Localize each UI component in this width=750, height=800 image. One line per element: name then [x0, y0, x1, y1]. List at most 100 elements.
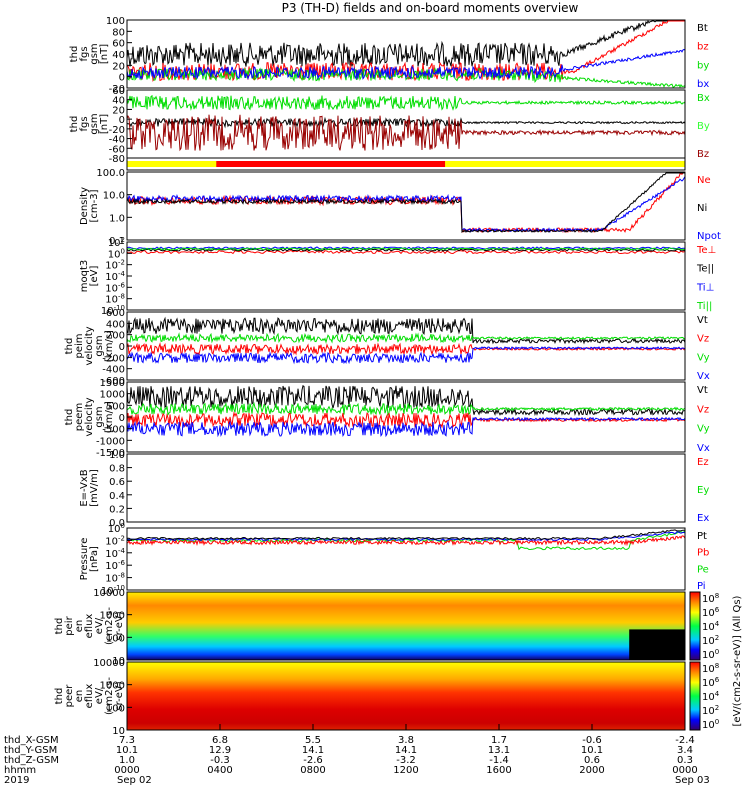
ytick-label: -1500: [96, 448, 125, 459]
ylabel-line: gsm: [89, 113, 100, 134]
ylabel-line: (cm2-s-: [104, 677, 115, 715]
series-ni: [126, 172, 685, 234]
colorbar-tick: 106: [702, 676, 720, 689]
ylabel-line: [mV/m]: [89, 469, 100, 507]
ylabel-line: eV/: [94, 617, 105, 634]
ylabel-line: (cm2-s-: [104, 607, 115, 645]
ylabel-line: peim: [74, 333, 85, 358]
xtick-label: 1600: [486, 765, 511, 776]
xtick-label: 10.1: [116, 745, 138, 756]
xtick-label: 5.5: [305, 735, 321, 746]
ytick-label: 10-2: [105, 259, 125, 272]
colorbar-tick: 102: [702, 704, 719, 717]
xtick-label: Sep 03: [675, 775, 710, 786]
ytick-label: 10-2: [105, 534, 125, 547]
xtick-label: 1.0: [119, 755, 135, 766]
colorbar-label: [eV/(cm2-s-sr-eV)] (All Qs): [732, 595, 743, 726]
ytick-label: 10000: [93, 658, 125, 669]
ytick-label: 1000: [100, 681, 125, 692]
series-bx: [126, 48, 686, 81]
xaxis-row-label: 2019: [4, 775, 29, 786]
legend-density-1: Ni: [697, 203, 707, 214]
ylabel-line: peir: [64, 615, 75, 635]
x-axis-labels: thd_X-GSMthd_Y-GSMthd_Z-GSMhhmm20197.310…: [4, 724, 710, 786]
legend-pressure-2: Pe: [697, 564, 709, 575]
legend-peem-2: Vy: [697, 424, 710, 435]
ytick-label: 10-6: [105, 281, 125, 294]
ylabel-line: [eV]: [89, 266, 100, 287]
ylabel-line: en: [74, 690, 85, 703]
legend-efield-2: Ex: [697, 513, 709, 524]
panel-fgs1-data: [126, 19, 686, 89]
xaxis-row-label: hhmm: [4, 765, 36, 776]
series-vx: [126, 346, 686, 365]
ylabel-line: fgs: [79, 46, 90, 61]
xtick-label: -3.2: [396, 755, 416, 766]
legend-fgs1-1: bz: [697, 42, 709, 53]
ylabel-line: thd: [64, 338, 75, 355]
ylabel-line: thd: [54, 688, 65, 705]
xtick-label: 1200: [393, 765, 418, 776]
series-vx: [126, 416, 686, 438]
panel-density-frame: [126, 171, 686, 241]
colorbar-tick: 104: [702, 690, 720, 703]
legend-pressure-3: Pi: [697, 581, 706, 592]
ytick-label: 100: [106, 16, 125, 27]
panel-temp-data: [126, 246, 686, 255]
ytick-label: -60: [109, 144, 125, 155]
xtick-label: 10.1: [581, 745, 603, 756]
spectrogram-gap: [629, 629, 685, 660]
ytick-label: -200: [102, 353, 125, 364]
series-bz: [126, 20, 685, 83]
xtick-label: 2000: [579, 765, 604, 776]
series-vt: [126, 385, 686, 417]
ylabel-line: gsm: [89, 43, 100, 64]
ytick-label: -80: [109, 154, 125, 165]
ytick-label: 1500: [100, 378, 125, 389]
ytick-label: -400: [102, 365, 125, 376]
ylabel-line: peem: [74, 403, 85, 431]
xtick-label: 14.1: [302, 745, 324, 756]
panel-peir-data: [127, 592, 685, 660]
ytick-label: 10-8: [105, 572, 125, 585]
legend-fgs2-2: Bz: [697, 149, 709, 160]
ylabel-line: [km/s]: [104, 330, 115, 362]
series-vt: [126, 316, 686, 345]
series-bz: [126, 114, 686, 152]
colorbar-peir: [689, 591, 701, 661]
spectrogram-peir: [127, 592, 685, 660]
panel-efield-frame: [126, 453, 686, 523]
xtick-label: Sep 02: [117, 775, 152, 786]
xtick-label: 12.9: [209, 745, 231, 756]
ylabel-line: [nPa]: [89, 546, 100, 572]
panel-peim-data: [126, 316, 686, 365]
colorbar-tick: 108: [702, 592, 719, 605]
ytick-label: 100: [108, 247, 125, 260]
ytick-label: 100: [106, 633, 125, 644]
legend-peim-1: Vz: [697, 334, 709, 345]
xtick-label: 0.3: [677, 755, 693, 766]
ytick-label: 10-10: [101, 304, 125, 317]
ytick-label: 100: [106, 703, 125, 714]
ylabel-line: gsm: [94, 406, 105, 427]
ylabel-line: [nT]: [99, 114, 110, 134]
panel-peem-frame: [126, 381, 686, 453]
ytick-label: 0.0: [109, 518, 125, 529]
xtick-label: 0.6: [584, 755, 600, 766]
ytick-label: 40: [112, 96, 125, 107]
colorbar-tick: 100: [702, 648, 719, 661]
panel-peem-data: [126, 385, 686, 438]
legend-peim-2: Vy: [697, 352, 710, 363]
legend-fgs2-0: Bx: [697, 93, 710, 104]
colorbar-peer: [689, 661, 701, 731]
ytick-label: -1000: [96, 436, 125, 447]
xtick-label: 1.7: [491, 735, 507, 746]
ylabel-line: eflux: [84, 684, 95, 709]
series-pb: [126, 535, 686, 547]
ytick-label: 0: [119, 115, 125, 126]
